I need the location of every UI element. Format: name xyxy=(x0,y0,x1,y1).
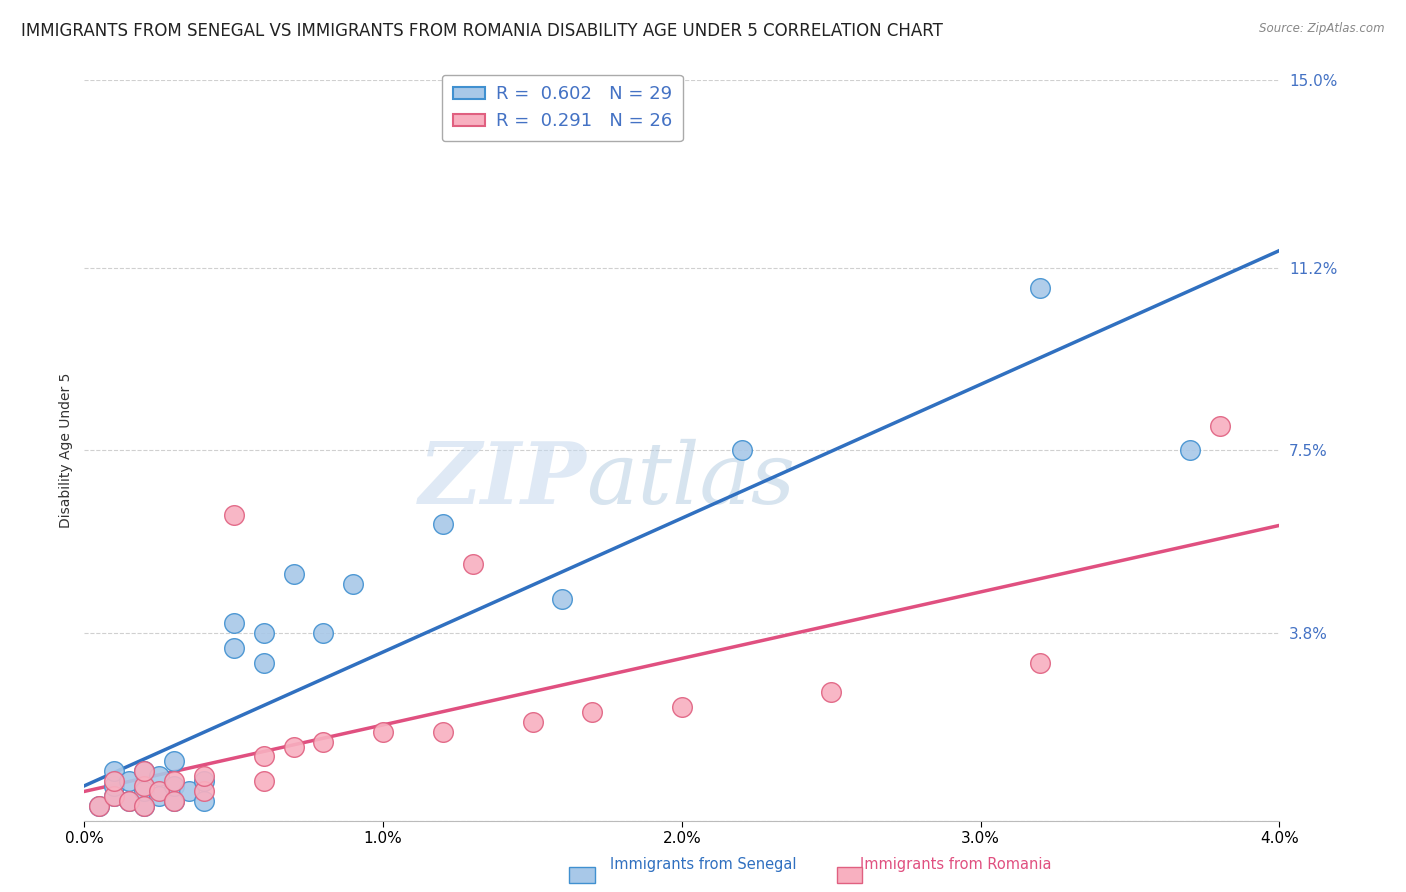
Point xyxy=(103,764,125,779)
Point xyxy=(148,789,170,803)
Point xyxy=(103,789,125,803)
Y-axis label: Disability Age Under 5: Disability Age Under 5 xyxy=(59,373,73,528)
Point xyxy=(118,794,141,808)
Point xyxy=(103,779,125,793)
Point xyxy=(432,724,454,739)
Point xyxy=(312,626,335,640)
Text: Immigrants from Romania: Immigrants from Romania xyxy=(860,857,1052,872)
Point xyxy=(581,705,603,719)
Point xyxy=(283,566,305,581)
Point xyxy=(118,774,141,789)
Point xyxy=(1178,443,1201,458)
Text: ZIP: ZIP xyxy=(419,438,586,522)
Point xyxy=(1029,280,1052,294)
Point xyxy=(1029,656,1052,670)
Point xyxy=(163,774,186,789)
Point xyxy=(222,640,245,655)
Point xyxy=(89,798,111,813)
Point xyxy=(373,724,395,739)
Point xyxy=(222,508,245,522)
Point xyxy=(253,749,276,764)
Point xyxy=(222,616,245,631)
Point xyxy=(253,656,276,670)
Point xyxy=(132,779,156,793)
Point xyxy=(432,517,454,532)
Point xyxy=(312,734,335,748)
Text: IMMIGRANTS FROM SENEGAL VS IMMIGRANTS FROM ROMANIA DISABILITY AGE UNDER 5 CORREL: IMMIGRANTS FROM SENEGAL VS IMMIGRANTS FR… xyxy=(21,22,943,40)
Point xyxy=(148,784,170,798)
Text: Source: ZipAtlas.com: Source: ZipAtlas.com xyxy=(1260,22,1385,36)
Point xyxy=(163,794,186,808)
Point xyxy=(148,769,170,783)
Point xyxy=(163,779,186,793)
Point xyxy=(731,443,754,458)
Point xyxy=(193,774,215,789)
Text: Immigrants from Senegal: Immigrants from Senegal xyxy=(610,857,796,872)
Point xyxy=(118,794,141,808)
Point xyxy=(89,798,111,813)
Point xyxy=(193,794,215,808)
Point xyxy=(132,798,156,813)
Point xyxy=(522,714,544,729)
Point xyxy=(132,764,156,779)
Point xyxy=(253,774,276,789)
Point xyxy=(193,784,215,798)
Point xyxy=(103,774,125,789)
Point xyxy=(820,685,842,699)
Point xyxy=(177,784,200,798)
Point xyxy=(163,755,186,769)
Point xyxy=(132,764,156,779)
Point xyxy=(132,784,156,798)
Point xyxy=(193,769,215,783)
Point xyxy=(163,794,186,808)
Point xyxy=(103,789,125,803)
Text: atlas: atlas xyxy=(586,439,796,522)
Point xyxy=(671,700,693,714)
Point xyxy=(461,557,484,571)
Point xyxy=(253,626,276,640)
Point xyxy=(283,739,305,754)
Point xyxy=(132,798,156,813)
Point xyxy=(1209,418,1232,433)
Point xyxy=(342,576,364,591)
Legend: R =  0.602   N = 29, R =  0.291   N = 26: R = 0.602 N = 29, R = 0.291 N = 26 xyxy=(441,75,683,141)
Point xyxy=(551,591,574,606)
